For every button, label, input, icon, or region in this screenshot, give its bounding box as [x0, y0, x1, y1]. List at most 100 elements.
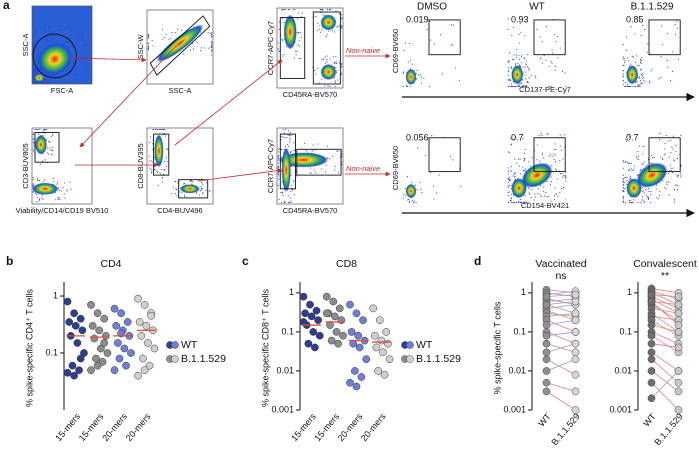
data-point — [357, 373, 366, 381]
pair-line — [651, 315, 679, 321]
gate — [312, 11, 341, 85]
x-tick-label: 20-mers — [124, 411, 153, 443]
data-point — [144, 339, 152, 347]
gate — [648, 19, 681, 56]
data-point — [140, 301, 149, 309]
data-point — [542, 355, 551, 364]
density-blob — [405, 68, 417, 86]
gate — [533, 137, 566, 173]
density-blob — [636, 162, 668, 188]
gate-name: Non-naive — [346, 164, 380, 173]
pair-line — [651, 370, 679, 392]
pair-line — [651, 288, 679, 294]
y-tick-label: 1 — [53, 290, 58, 300]
data-point — [117, 309, 125, 318]
pair-line — [546, 304, 576, 314]
gate — [428, 137, 461, 173]
y-axis-label: CD8-BUV395 — [136, 143, 145, 188]
density-blob — [278, 152, 329, 168]
data-point — [352, 309, 361, 318]
gate-frequency: 0.056 — [406, 132, 429, 142]
gate-frequency: 0.93 — [511, 14, 529, 24]
gate — [533, 19, 566, 56]
data-point — [571, 348, 580, 357]
data-point — [385, 355, 394, 364]
pair-line — [651, 370, 679, 399]
data-point — [369, 304, 378, 313]
gate — [153, 133, 170, 176]
data-point — [90, 334, 99, 343]
data-point — [87, 301, 95, 309]
gate — [149, 15, 211, 76]
data-point — [647, 367, 656, 375]
data-point — [134, 294, 142, 303]
data-point — [70, 309, 78, 318]
pair-line — [546, 343, 576, 353]
data-point — [115, 354, 124, 363]
pair-line — [651, 319, 679, 337]
gate-frequency: 0.019 — [406, 14, 429, 24]
x-axis-label: CD137-PE-Cy7 — [519, 85, 571, 94]
density-blob — [32, 182, 59, 195]
density-blob — [521, 162, 553, 188]
event-dots — [507, 18, 567, 88]
x-tick-label: WT — [536, 411, 553, 429]
y-tick-label: 0.01 — [508, 365, 526, 375]
data-point — [346, 300, 354, 309]
data-point — [571, 370, 580, 379]
data-point — [63, 297, 72, 306]
data-point — [127, 349, 135, 357]
legend-swatch — [171, 355, 179, 363]
data-point — [346, 378, 354, 387]
data-point — [307, 312, 316, 321]
data-point — [674, 406, 683, 414]
pair-line — [546, 312, 576, 317]
pair-line — [546, 391, 576, 411]
data-point — [339, 331, 347, 340]
data-point — [674, 309, 683, 318]
data-point — [647, 321, 656, 329]
data-point — [647, 290, 656, 299]
condition-title: WT — [529, 2, 545, 13]
y-axis-label: CD3-BUV805 — [21, 143, 30, 188]
pair-line — [546, 294, 576, 298]
pair-line — [546, 331, 576, 337]
data-point — [87, 366, 95, 375]
chart-title: Vaccinated — [535, 258, 586, 270]
data-point — [571, 297, 580, 306]
pair-line — [651, 308, 679, 314]
legend-label: B.1.1.529 — [416, 353, 461, 365]
pair-line — [651, 331, 679, 345]
pair-line — [546, 290, 576, 296]
density-blob — [626, 65, 639, 85]
density-blob — [405, 183, 417, 199]
data-point — [73, 339, 82, 347]
data-point — [112, 321, 121, 330]
data-point — [139, 354, 147, 363]
data-point — [647, 331, 656, 340]
y-axis-label: CCR7-APC-Cy7 — [266, 139, 275, 193]
data-point — [142, 321, 151, 330]
chart-title: CD4 — [100, 258, 121, 270]
data-point — [110, 366, 119, 375]
data-point — [327, 336, 336, 345]
pair-line — [546, 319, 576, 333]
pair-line — [546, 382, 576, 392]
data-point — [306, 300, 314, 309]
y-tick-label: 0.001 — [609, 404, 632, 414]
legend-label: WT — [181, 339, 198, 351]
data-point — [647, 355, 656, 364]
density-blob — [320, 14, 337, 31]
pair-line — [546, 331, 576, 345]
density-blob — [35, 134, 47, 155]
pair-line — [546, 301, 576, 306]
data-point — [674, 300, 683, 309]
data-point — [65, 318, 74, 326]
data-point — [374, 367, 382, 375]
data-point — [311, 343, 319, 352]
legend-swatch — [171, 341, 179, 349]
data-point — [384, 339, 392, 348]
gate — [34, 132, 60, 163]
data-point — [647, 394, 656, 403]
